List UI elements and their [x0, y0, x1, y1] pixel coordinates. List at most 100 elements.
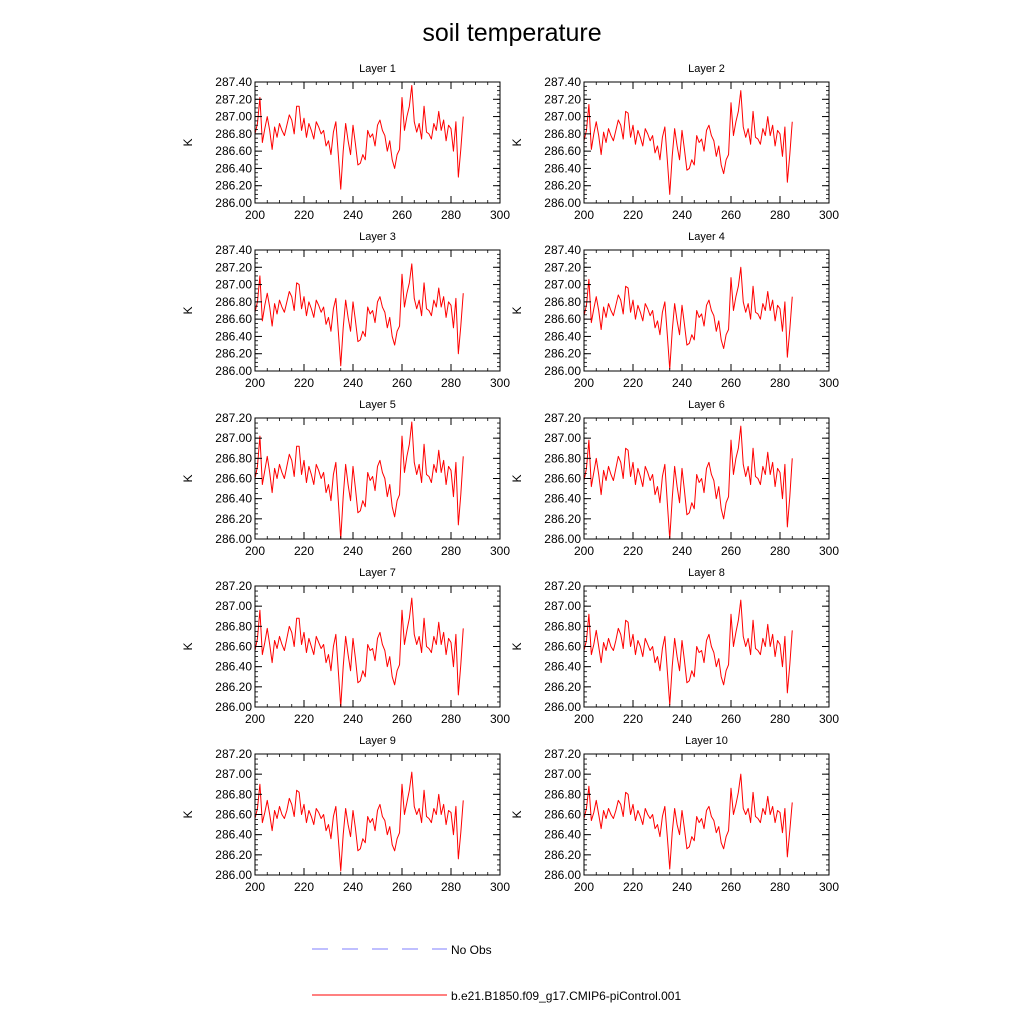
x-tick-label: 300	[490, 880, 510, 894]
y-tick-label: 287.20	[544, 411, 581, 425]
panel-title: Layer 8	[688, 567, 725, 579]
y-tick-label: 286.60	[544, 472, 581, 486]
x-tick-label: 300	[819, 712, 839, 726]
y-tick-label: 287.00	[215, 278, 252, 292]
y-tick-label: 286.40	[215, 161, 252, 175]
x-tick-label: 280	[770, 376, 790, 390]
x-tick-label: 260	[721, 544, 741, 558]
legend-model-label: b.e21.B1850.f09_g17.CMIP6-piControl.001	[451, 989, 681, 1003]
y-tick-label: 286.60	[215, 144, 252, 158]
y-tick-label: 286.60	[544, 640, 581, 654]
y-tick-label: 286.60	[544, 312, 581, 326]
series-line	[583, 266, 793, 370]
y-tick-label: 286.20	[215, 680, 252, 694]
y-tick-label: 286.00	[544, 700, 581, 714]
y-axis-label: K	[510, 138, 524, 146]
x-tick-label: 260	[392, 376, 412, 390]
y-axis-label: K	[510, 642, 524, 650]
y-tick-label: 287.20	[544, 579, 581, 593]
y-tick-label: 286.40	[544, 492, 581, 506]
plot-frame	[583, 249, 830, 372]
y-tick-label: 286.80	[544, 451, 581, 465]
y-tick-label: 286.40	[215, 828, 252, 842]
y-tick-label: 286.00	[215, 196, 252, 210]
series-line	[254, 771, 464, 872]
x-tick-label: 260	[721, 208, 741, 222]
x-tick-label: 240	[343, 712, 363, 726]
x-tick-label: 280	[770, 544, 790, 558]
x-tick-label: 220	[294, 880, 314, 894]
plot-frame	[583, 417, 830, 540]
x-tick-label: 260	[392, 544, 412, 558]
y-tick-label: 286.80	[544, 619, 581, 633]
y-tick-label: 286.60	[215, 640, 252, 654]
x-tick-label: 240	[343, 208, 363, 222]
panel-title: Layer 9	[359, 735, 396, 747]
y-tick-label: 287.00	[215, 431, 252, 445]
y-tick-label: 287.20	[544, 260, 581, 274]
x-tick-label: 240	[343, 376, 363, 390]
x-tick-label: 240	[672, 376, 692, 390]
series-line	[254, 84, 464, 190]
series-line	[583, 773, 793, 870]
plot-frame	[254, 81, 501, 204]
y-tick-label: 286.00	[544, 364, 581, 378]
x-tick-label: 200	[245, 376, 265, 390]
y-tick-label: 286.20	[544, 347, 581, 361]
x-tick-label: 200	[574, 208, 594, 222]
y-tick-label: 286.40	[544, 660, 581, 674]
x-tick-label: 260	[392, 880, 412, 894]
panel-layer-4: 286.00 286.20 286.40 286.60 286.80 287.00 287.…	[510, 231, 839, 390]
x-tick-label: 280	[441, 544, 461, 558]
y-tick-label: 287.40	[215, 243, 252, 257]
series-line	[583, 425, 793, 540]
y-tick-label: 286.20	[215, 512, 252, 526]
x-tick-label: 260	[721, 376, 741, 390]
plot-frame	[254, 417, 501, 540]
x-tick-label: 240	[672, 544, 692, 558]
y-tick-label: 287.20	[215, 411, 252, 425]
series-line	[254, 421, 464, 540]
x-tick-label: 260	[392, 712, 412, 726]
y-tick-label: 287.20	[215, 579, 252, 593]
y-tick-label: 286.20	[544, 848, 581, 862]
series-line	[254, 597, 464, 708]
y-tick-label: 286.40	[544, 828, 581, 842]
y-tick-label: 286.20	[544, 680, 581, 694]
y-tick-label: 286.60	[544, 144, 581, 158]
y-tick-label: 286.20	[215, 179, 252, 193]
x-tick-label: 300	[819, 208, 839, 222]
panel-layer-1: 286.00 286.20 286.40 286.60 286.80 287.00 287.…	[181, 63, 510, 222]
x-tick-label: 280	[770, 880, 790, 894]
y-tick-label: 286.80	[544, 787, 581, 801]
x-tick-label: 240	[672, 712, 692, 726]
y-tick-label: 287.20	[544, 92, 581, 106]
x-tick-label: 200	[574, 544, 594, 558]
y-tick-label: 286.20	[215, 848, 252, 862]
x-tick-label: 220	[623, 208, 643, 222]
y-axis-label: K	[510, 474, 524, 482]
y-tick-label: 286.80	[544, 127, 581, 141]
y-tick-label: 286.00	[215, 868, 252, 882]
panel-title: Layer 2	[688, 63, 725, 75]
y-tick-label: 287.00	[544, 599, 581, 613]
y-axis-label: K	[181, 306, 195, 314]
x-tick-label: 300	[490, 376, 510, 390]
panel-title: Layer 7	[359, 567, 396, 579]
panel-title: Layer 4	[688, 231, 725, 243]
y-tick-label: 287.40	[544, 75, 581, 89]
legend-no-obs-label: No Obs	[451, 943, 492, 957]
panel-layer-9: 286.00 286.20 286.40 286.60 286.80 287.00 287.…	[181, 735, 510, 894]
y-tick-label: 286.40	[544, 329, 581, 343]
panel-title: Layer 3	[359, 231, 396, 243]
x-tick-label: 280	[441, 208, 461, 222]
y-tick-label: 286.60	[215, 808, 252, 822]
x-tick-label: 240	[343, 880, 363, 894]
panel-layer-3: 286.00 286.20 286.40 286.60 286.80 287.00 287.…	[181, 231, 510, 390]
x-tick-label: 240	[672, 880, 692, 894]
x-tick-label: 280	[441, 880, 461, 894]
x-tick-label: 260	[392, 208, 412, 222]
series-line	[254, 263, 464, 367]
y-tick-label: 286.40	[544, 161, 581, 175]
